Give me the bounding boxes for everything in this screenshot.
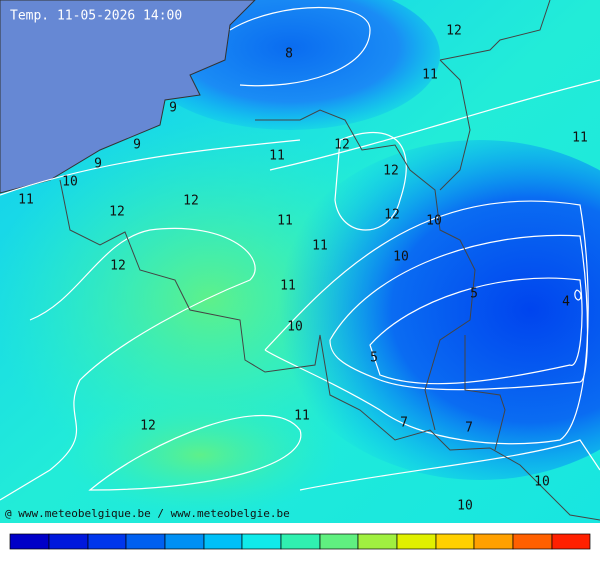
contour-label: 7 bbox=[400, 416, 408, 431]
color-scale bbox=[9, 533, 591, 550]
warm-area bbox=[60, 395, 340, 515]
contour-label: 11 bbox=[312, 239, 328, 254]
contour-label: 9 bbox=[133, 138, 141, 153]
contour-label: 11 bbox=[422, 68, 438, 83]
contour-label: 7 bbox=[465, 421, 473, 436]
contour-label: 10 bbox=[457, 499, 473, 514]
contour-label: 10 bbox=[62, 175, 78, 190]
contour-label: 11 bbox=[572, 131, 588, 146]
contour-label: 9 bbox=[169, 101, 177, 116]
contour-label: 12 bbox=[140, 419, 156, 434]
contour-label: 5 bbox=[370, 351, 378, 366]
contour-label: 12 bbox=[446, 24, 462, 39]
contour-label: 12 bbox=[110, 259, 126, 274]
contour-label: 4 bbox=[562, 295, 570, 310]
contour-label: 10 bbox=[534, 475, 550, 490]
map-title: Temp. 11-05-2026 14:00 bbox=[10, 9, 182, 24]
contour-label: 9 bbox=[94, 157, 102, 172]
contours bbox=[0, 6, 600, 501]
contour-label: 8 bbox=[285, 47, 293, 62]
contour-label: 12 bbox=[183, 194, 199, 209]
contour-label: 12 bbox=[384, 208, 400, 223]
contour-label: 12 bbox=[334, 138, 350, 153]
contour-label: 10 bbox=[287, 320, 303, 335]
contour-label: 10 bbox=[426, 214, 442, 229]
contour-label: 11 bbox=[280, 279, 296, 294]
contour-label: 10 bbox=[393, 250, 409, 265]
contour-label: 11 bbox=[269, 149, 285, 164]
contour-label: 12 bbox=[383, 164, 399, 179]
contour-label: 5 bbox=[470, 287, 478, 302]
borders bbox=[59, 0, 600, 521]
contour-label: 11 bbox=[294, 409, 310, 424]
contour-label: 11 bbox=[18, 193, 34, 208]
contour-label: 11 bbox=[277, 214, 293, 229]
contour-label: 12 bbox=[109, 205, 125, 220]
credit: @ www.meteobelgique.be / www.meteobelgie… bbox=[5, 507, 290, 520]
